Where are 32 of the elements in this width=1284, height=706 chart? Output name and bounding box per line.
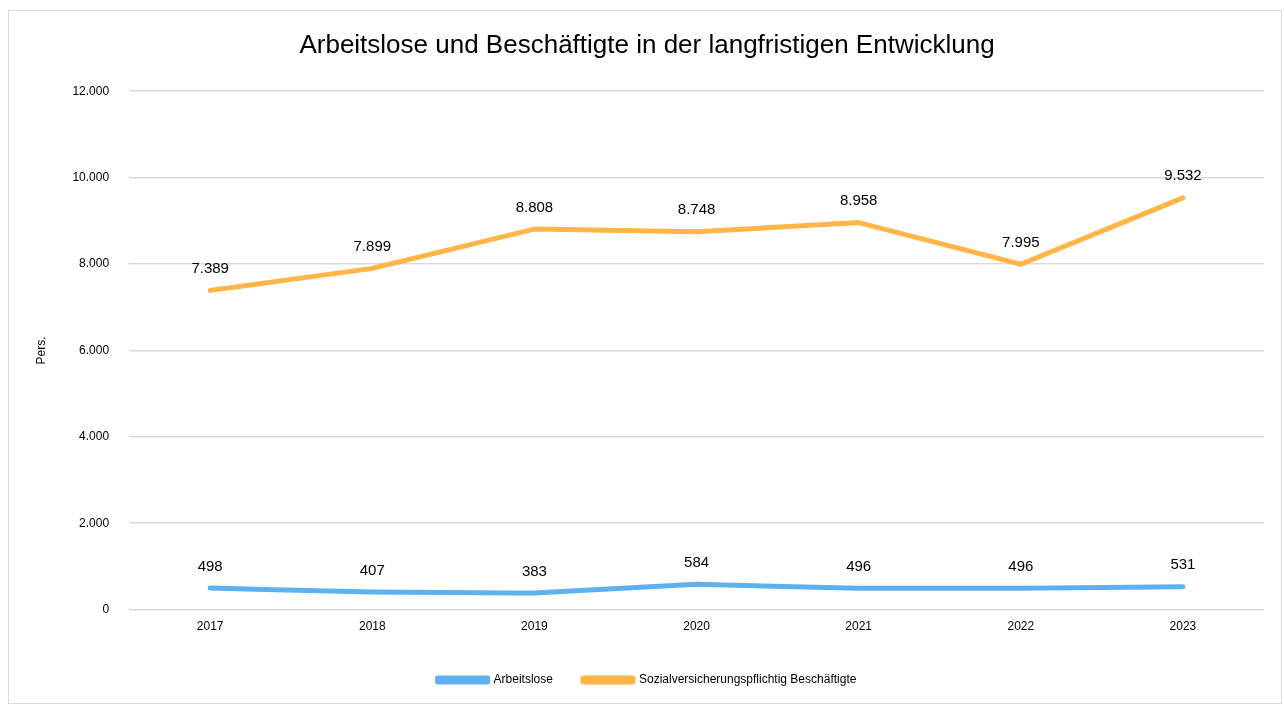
data-label: 8.808: [515, 197, 554, 215]
x-tick-label: 2020: [683, 619, 711, 634]
y-axis-title: Pers.: [33, 336, 48, 365]
y-tick-label: 10.000: [72, 169, 110, 184]
data-label: 496: [846, 556, 872, 574]
data-label: 383: [521, 561, 547, 579]
y-tick-label: 12.000: [72, 83, 110, 98]
chart-title: Arbeitslose und Beschäftigte in der langfristigen Entwicklung: [299, 28, 995, 59]
data-label: 531: [1170, 555, 1196, 573]
x-tick-label: 2018: [358, 619, 386, 634]
x-tick-label: 2017: [196, 619, 224, 634]
y-tick-label: 4.000: [79, 429, 110, 444]
data-label: 584: [684, 553, 710, 571]
data-label: 7.899: [353, 237, 392, 254]
data-label: 407: [359, 560, 385, 578]
data-label: 8.748: [677, 200, 716, 218]
legend-label: Arbeitslose: [493, 672, 554, 687]
y-tick-label: 6.000: [79, 342, 110, 357]
data-label: 7.389: [191, 259, 229, 277]
x-tick-label: 2022: [1007, 619, 1035, 634]
x-tick-label: 2021: [845, 619, 873, 634]
data-label: 496: [1008, 556, 1034, 574]
data-label: 7.995: [1002, 232, 1040, 250]
data-label: 498: [197, 556, 223, 574]
y-tick-label: 0: [102, 601, 110, 616]
data-label: 8.958: [839, 191, 878, 209]
y-tick-label: 2.000: [79, 515, 110, 530]
y-tick-label: 8.000: [79, 256, 110, 271]
x-tick-label: 2019: [521, 619, 549, 634]
legend-label: Sozialversicherungspflichtig Beschäftigte: [638, 672, 857, 687]
x-tick-label: 2023: [1169, 619, 1197, 634]
data-label: 9.532: [1164, 166, 1202, 184]
